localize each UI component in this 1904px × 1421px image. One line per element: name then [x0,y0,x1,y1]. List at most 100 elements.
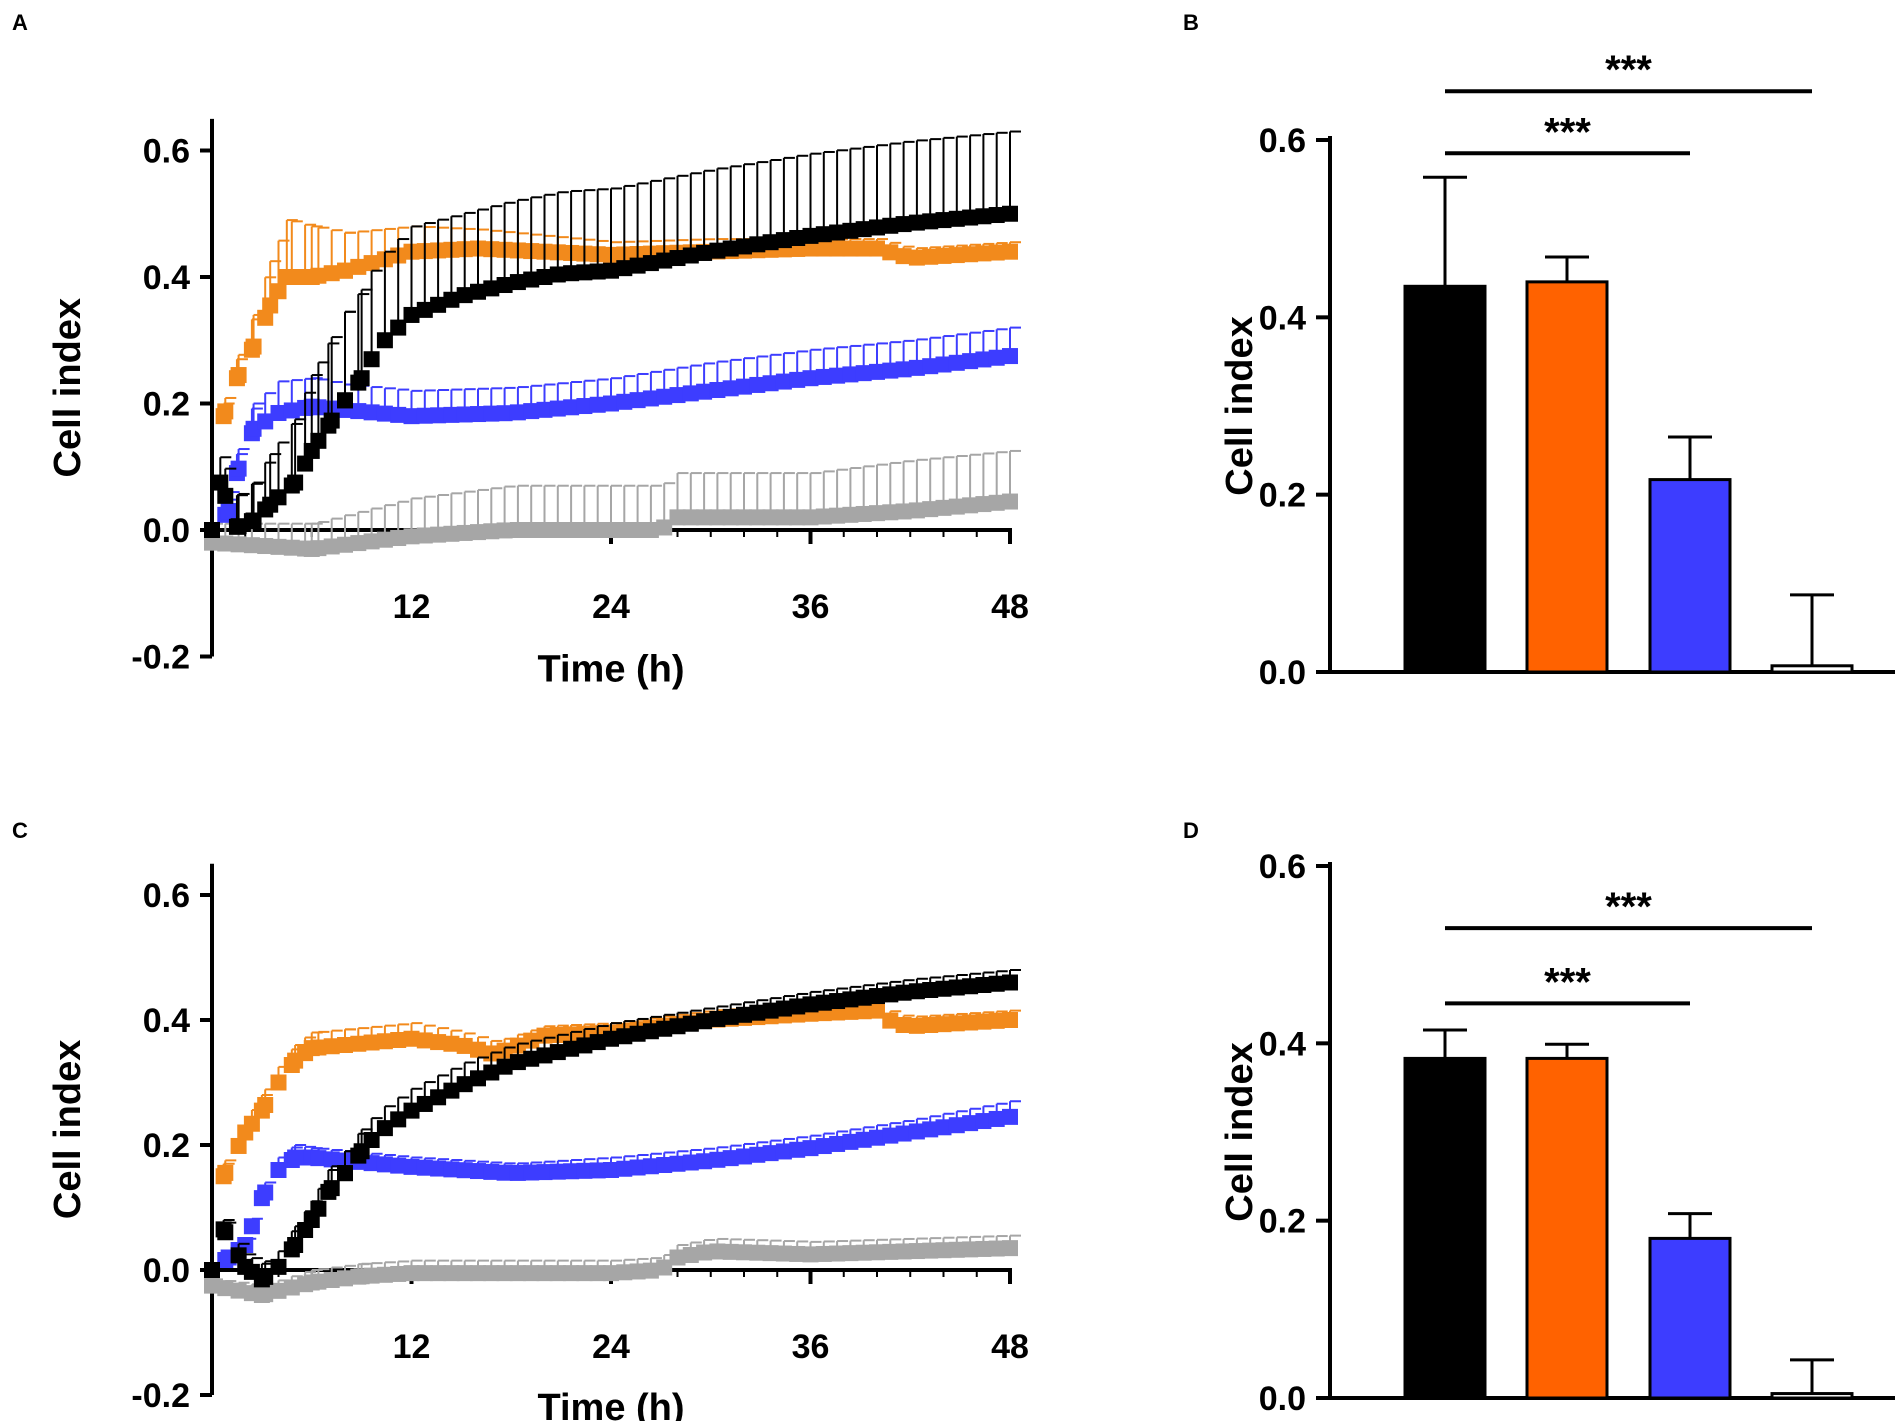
y-tick-label-c-1: 0.0 [143,1252,190,1290]
data-point-a-black-14 [310,432,327,449]
data-point-c-black-26 [443,1082,460,1099]
data-point-c-gray-6 [270,1282,287,1299]
data-point-a-gray-36 [669,509,686,526]
data-point-c-blue-44 [709,1151,726,1168]
y-tick-label-d-0: 0.0 [1259,1380,1306,1418]
data-point-c-blue-31 [536,1164,553,1181]
data-point-c-black-0 [204,1262,220,1278]
data-point-c-black-50 [762,1002,779,1019]
data-point-a-gray-2 [230,536,247,553]
data-point-c-orange-14 [323,1038,340,1055]
data-point-c-gray-0 [204,1277,220,1294]
data-point-a-black-48 [722,240,739,257]
data-point-c-blue-19 [376,1156,393,1173]
bar-d-gray [1770,1392,1854,1400]
data-point-a-black-64 [935,212,952,229]
data-point-a-gray-22 [483,523,500,540]
data-point-c-blue-25 [456,1162,473,1179]
data-point-a-black-57 [842,222,859,239]
data-point-a-black-30 [483,280,500,297]
data-point-c-gray-17 [390,1265,407,1282]
panel-label-c: C [12,818,28,843]
data-point-a-blue-41 [682,385,699,402]
data-point-c-orange-60 [922,1017,939,1033]
data-point-a-orange-66 [988,244,1005,261]
data-point-a-blue-56 [882,362,899,379]
data-point-a-gray-16 [403,528,420,545]
data-point-a-gray-29 [576,522,593,538]
y-tick-label-d-1: 0.2 [1259,1203,1306,1241]
y-tick-label-d-2: 0.4 [1259,1025,1306,1063]
data-point-a-gray-32 [616,522,633,538]
data-point-a-gray-35 [656,519,673,536]
data-point-c-blue-62 [948,1117,965,1134]
data-point-c-black-49 [749,1004,766,1021]
data-point-c-black-38 [603,1030,619,1047]
data-point-a-black-68 [988,207,1005,224]
data-point-a-gray-53 [895,503,912,520]
data-point-a-gray-9 [310,540,327,557]
bar-d-black [1403,1056,1487,1400]
data-point-c-black-64 [948,979,965,996]
significance-label-d-0: *** [1544,960,1591,1004]
data-point-c-orange-26 [470,1041,486,1058]
data-point-c-gray-7 [283,1279,300,1296]
data-point-c-black-2 [217,1224,234,1241]
data-point-c-gray-62 [988,1240,1005,1257]
data-point-c-blue-29 [509,1164,526,1181]
data-point-a-black-49 [736,238,752,255]
data-point-a-blue-63 [975,351,992,368]
data-point-c-blue-28 [496,1164,513,1181]
data-point-a-orange-19 [363,255,380,272]
data-point-c-blue-55 [855,1131,872,1148]
data-point-a-gray-61 [1002,493,1018,510]
y-axis-title-c: Cell index [47,1040,89,1220]
data-point-a-orange-67 [1002,243,1018,260]
data-point-c-black-43 [669,1018,686,1035]
data-point-a-orange-2 [217,403,234,420]
y-tick-label-a-0: -0.2 [131,639,190,677]
data-point-c-blue-42 [682,1154,699,1171]
data-point-a-black-39 [603,262,619,279]
data-point-c-orange-55 [855,1003,872,1020]
data-point-c-black-8 [270,1258,287,1275]
data-point-c-black-68 [1002,974,1018,991]
x-tick-label-a-2: 36 [792,588,830,626]
data-point-c-orange-64 [975,1013,992,1030]
data-point-a-black-53 [789,229,806,246]
data-point-c-orange-22 [416,1032,433,1049]
data-point-a-blue-29 [523,403,540,420]
data-point-a-gray-20 [456,524,473,541]
data-point-a-black-47 [709,242,726,259]
data-point-c-gray-34 [616,1264,633,1281]
data-point-a-black-44 [669,250,686,267]
data-point-a-black-65 [948,210,965,227]
data-point-c-gray-41 [709,1243,726,1260]
data-point-c-gray-22 [456,1265,473,1282]
data-point-a-black-63 [922,213,939,230]
data-point-c-blue-5 [243,1218,260,1235]
data-point-a-blue-52 [829,367,846,384]
data-point-a-orange-8 [262,297,279,314]
data-point-a-orange-7 [257,309,274,326]
data-point-a-black-62 [908,214,925,231]
data-point-c-blue-37 [616,1160,633,1177]
data-point-a-black-41 [629,257,646,274]
data-point-a-gray-12 [350,535,367,552]
data-point-a-blue-4 [230,460,247,477]
data-point-a-blue-7 [257,413,274,430]
data-point-a-black-20 [353,370,370,387]
data-point-a-blue-59 [922,358,939,375]
data-point-c-blue-35 [589,1162,606,1179]
data-point-c-black-23 [403,1102,420,1119]
data-point-c-orange-24 [443,1035,460,1052]
data-point-a-black-27 [443,291,460,308]
data-point-c-gray-31 [576,1265,593,1282]
data-point-a-orange-55 [842,240,859,257]
data-point-a-gray-27 [549,522,566,538]
data-point-a-gray-56 [935,499,952,516]
data-point-a-black-43 [656,252,673,269]
data-point-c-gray-57 [922,1242,939,1259]
data-point-c-orange-18 [363,1034,380,1051]
significance-label-d-1: *** [1605,885,1652,929]
